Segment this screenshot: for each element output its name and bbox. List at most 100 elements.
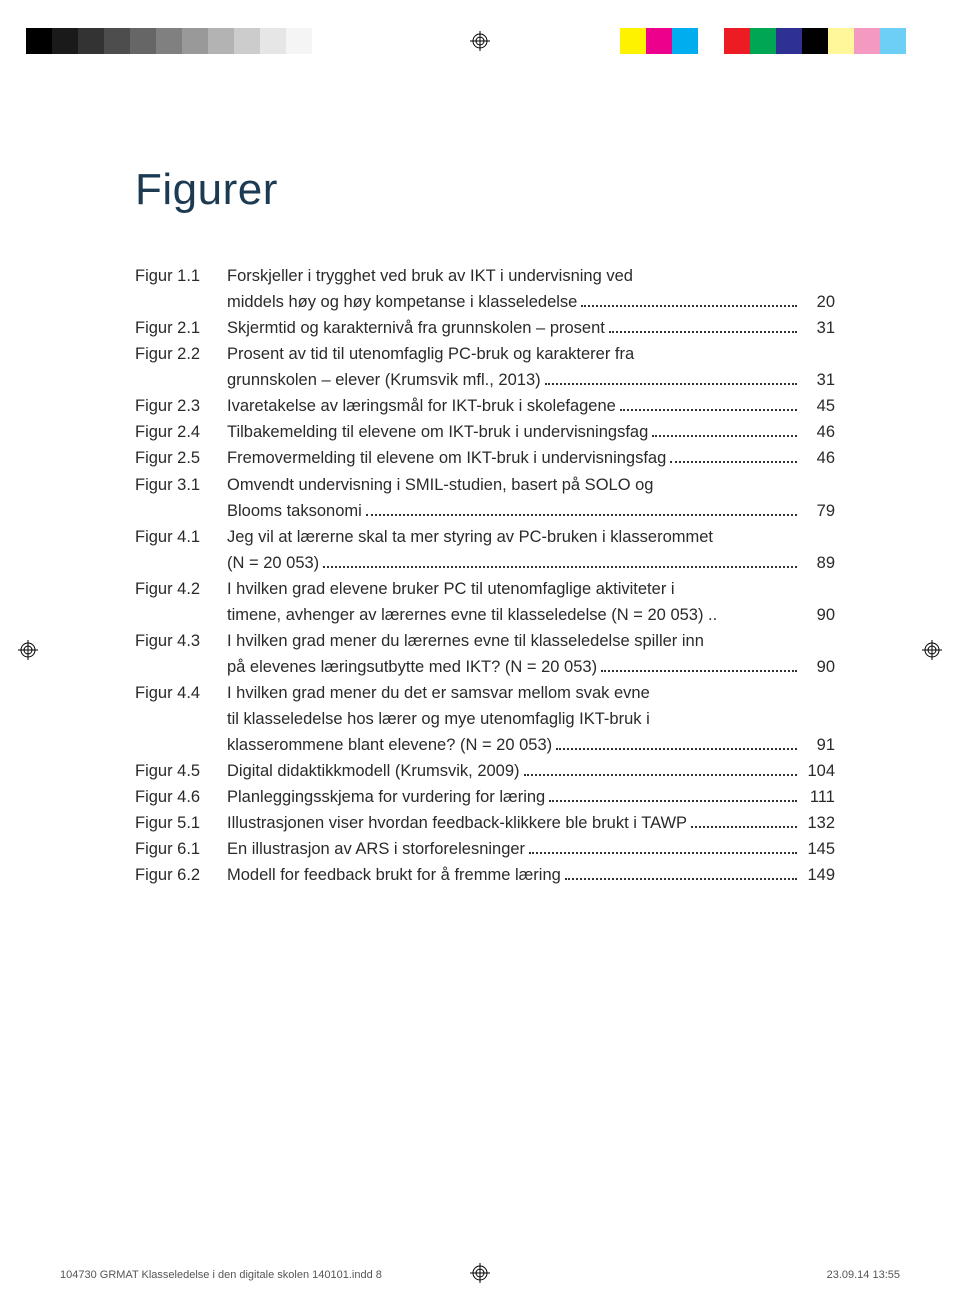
figure-description-text: på elevenes læringsutbytte med IKT? (N =… — [227, 654, 597, 680]
color-swatch — [620, 28, 646, 54]
page-number: 132 — [801, 810, 835, 836]
figure-label: Figur 6.2 — [135, 862, 227, 888]
figure-description: timene, avhenger av lærernes evne til kl… — [227, 602, 835, 628]
figure-entry: Figur 5.1Illustrasjonen viser hvordan fe… — [135, 810, 835, 836]
grayscale-swatch — [52, 28, 78, 54]
figure-description: I hvilken grad mener du det er samsvar m… — [227, 680, 835, 706]
figure-entry: Figur 4.1Jeg vil at lærerne skal ta mer … — [135, 524, 835, 550]
page-number: 149 — [801, 862, 835, 888]
figure-entry: Figur 2.3Ivaretakelse av læringsmål for … — [135, 393, 835, 419]
grayscale-swatch — [234, 28, 260, 54]
figure-entry: Figur 2.2Prosent av tid til utenomfaglig… — [135, 341, 835, 367]
page-title: Figurer — [135, 165, 835, 215]
color-swatch — [672, 28, 698, 54]
figure-description: Skjermtid og karakternivå fra grunnskole… — [227, 315, 835, 341]
figure-entry: Figur 4.3I hvilken grad mener du lærerne… — [135, 628, 835, 654]
leader-dots — [691, 813, 797, 828]
leader-dots — [565, 866, 797, 881]
figure-description: Tilbakemelding til elevene om IKT-bruk i… — [227, 419, 835, 445]
page-number: 90 — [801, 654, 835, 680]
figure-entry: Figur 6.1En illustrasjon av ARS i storfo… — [135, 836, 835, 862]
figure-entry: Figur 4.5Digital didaktikkmodell (Krumsv… — [135, 758, 835, 784]
grayscale-swatch — [260, 28, 286, 54]
color-swatch — [828, 28, 854, 54]
figure-description: I hvilken grad elevene bruker PC til ute… — [227, 576, 835, 602]
color-swatch — [854, 28, 880, 54]
figure-label: Figur 6.1 — [135, 836, 227, 862]
figure-entry: Blooms taksonomi79 — [135, 498, 835, 524]
color-swatch — [698, 28, 724, 54]
grayscale-swatch — [78, 28, 104, 54]
figure-entry: på elevenes læringsutbytte med IKT? (N =… — [135, 654, 835, 680]
figure-entry: til klasseledelse hos lærer og mye uteno… — [135, 706, 835, 732]
figure-description-text: timene, avhenger av lærernes evne til kl… — [227, 602, 717, 628]
figure-label: Figur 1.1 — [135, 263, 227, 289]
figure-entry: klasserommene blant elevene? (N = 20 053… — [135, 732, 835, 758]
figure-description: Forskjeller i trygghet ved bruk av IKT i… — [227, 263, 835, 289]
page-number: 111 — [801, 784, 835, 810]
figure-description: Fremovermelding til elevene om IKT-bruk … — [227, 445, 835, 471]
figure-entry: Figur 4.2I hvilken grad elevene bruker P… — [135, 576, 835, 602]
figure-description: middels høy og høy kompetanse i klassele… — [227, 289, 835, 315]
grayscale-swatch — [286, 28, 312, 54]
figure-label: Figur 4.1 — [135, 524, 227, 550]
figure-entry: timene, avhenger av lærernes evne til kl… — [135, 602, 835, 628]
grayscale-swatch — [182, 28, 208, 54]
figure-description-text: Fremovermelding til elevene om IKT-bruk … — [227, 445, 666, 471]
figure-label: Figur 4.6 — [135, 784, 227, 810]
leader-dots — [581, 292, 797, 307]
leader-dots — [549, 787, 797, 802]
color-swatch — [776, 28, 802, 54]
page-number: 46 — [801, 445, 835, 471]
leader-dots — [609, 318, 797, 333]
page-number: 31 — [801, 367, 835, 393]
figure-description-text: Digital didaktikkmodell (Krumsvik, 2009) — [227, 758, 520, 784]
figure-description-text: Modell for feedback brukt for å fremme l… — [227, 862, 561, 888]
page-number: 20 — [801, 289, 835, 315]
page-number: 89 — [801, 550, 835, 576]
color-swatch — [802, 28, 828, 54]
footer: 104730 GRMAT Klasseledelse i den digital… — [60, 1269, 900, 1281]
figure-label: Figur 4.3 — [135, 628, 227, 654]
leader-dots — [529, 840, 797, 855]
figure-label: Figur 2.3 — [135, 393, 227, 419]
figure-description: Modell for feedback brukt for å fremme l… — [227, 862, 835, 888]
figure-label: Figur 2.1 — [135, 315, 227, 341]
leader-dots — [366, 501, 797, 516]
color-swatch — [646, 28, 672, 54]
figure-label: Figur 4.4 — [135, 680, 227, 706]
figure-description: Planleggingsskjema for vurdering for lær… — [227, 784, 835, 810]
registration-mark-icon — [922, 640, 942, 660]
figure-entry: Figur 4.6Planleggingsskjema for vurderin… — [135, 784, 835, 810]
leader-dots — [670, 449, 797, 464]
figure-entry: Figur 6.2Modell for feedback brukt for å… — [135, 862, 835, 888]
grayscale-bar — [26, 28, 338, 54]
figure-description: I hvilken grad mener du lærernes evne ti… — [227, 628, 835, 654]
grayscale-swatch — [130, 28, 156, 54]
figure-description-text: Ivaretakelse av læringsmål for IKT-bruk … — [227, 393, 616, 419]
leader-dots — [556, 735, 797, 750]
leader-dots — [323, 553, 797, 568]
figure-label: Figur 2.5 — [135, 445, 227, 471]
figure-entry: (N = 20 053)89 — [135, 550, 835, 576]
page-number: 46 — [801, 419, 835, 445]
registration-mark-icon — [18, 640, 38, 660]
color-swatch — [906, 28, 932, 54]
figure-description: grunnskolen – elever (Krumsvik mfl., 201… — [227, 367, 835, 393]
figure-description: (N = 20 053)89 — [227, 550, 835, 576]
figure-entry: Figur 2.4Tilbakemelding til elevene om I… — [135, 419, 835, 445]
figure-entry: Figur 2.5Fremovermelding til elevene om … — [135, 445, 835, 471]
page-number: 145 — [801, 836, 835, 862]
color-bar — [620, 28, 932, 54]
page-content: Figurer Figur 1.1Forskjeller i trygghet … — [135, 165, 835, 889]
grayscale-swatch — [312, 28, 338, 54]
registration-mark-icon — [470, 31, 490, 51]
leader-dots — [524, 761, 797, 776]
figure-description: Prosent av tid til utenomfaglig PC-bruk … — [227, 341, 835, 367]
grayscale-swatch — [156, 28, 182, 54]
figure-list: Figur 1.1Forskjeller i trygghet ved bruk… — [135, 263, 835, 889]
leader-dots — [601, 657, 797, 672]
page-number: 91 — [801, 732, 835, 758]
figure-description-text: En illustrasjon av ARS i storforelesning… — [227, 836, 525, 862]
figure-description-text: Planleggingsskjema for vurdering for lær… — [227, 784, 545, 810]
